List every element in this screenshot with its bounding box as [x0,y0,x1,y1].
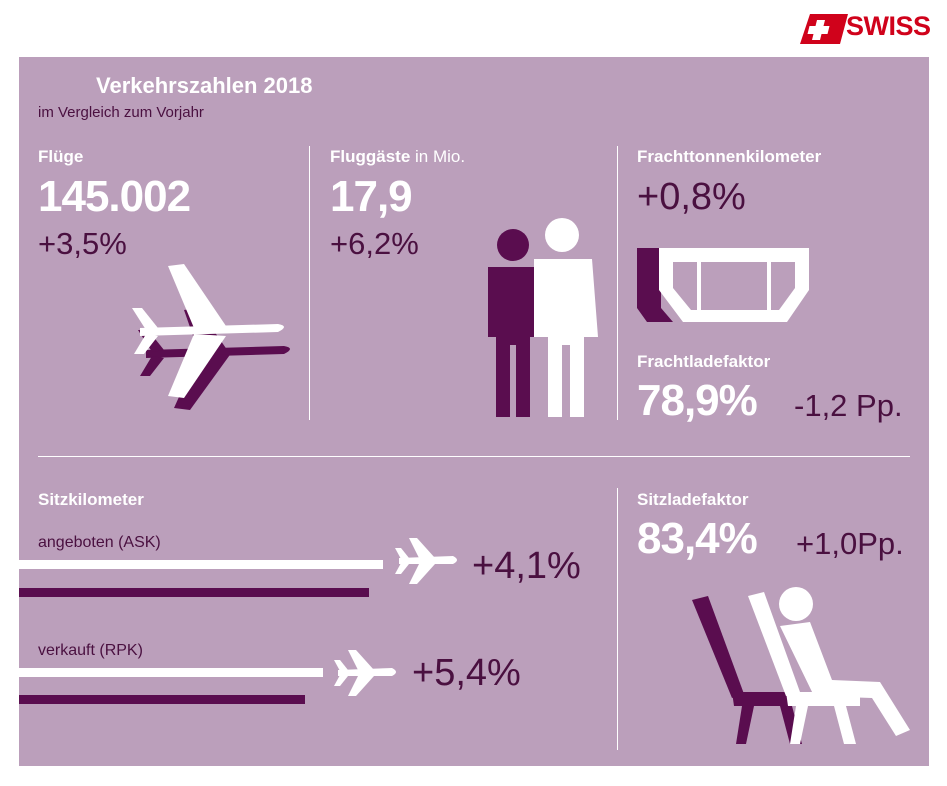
passengers-unit: in Mio. [415,147,466,166]
passengers-label: Fluggäste in Mio. [330,147,465,167]
airplane-icon [132,264,290,410]
rpk-change: +5,4% [412,652,521,694]
brand-name: SWISS [846,11,931,41]
cargo-load-factor-change: -1,2 Pp. [794,388,903,423]
ask-airplane-icon [395,538,457,584]
seat-load-factor-value: 83,4% [637,514,758,563]
flights-label: Flüge [38,147,84,166]
rpk-label: verkauft (RPK) [38,642,143,659]
divider-vertical-3 [617,488,618,750]
divider-vertical-2 [617,146,618,420]
cargo-load-factor-label: Frachtladefaktor [637,352,771,371]
page-title: Verkehrszahlen 2018 [96,73,313,98]
cargo-tkm-change: +0,8% [637,176,746,218]
flights-value: 145.002 [38,172,191,221]
divider-horizontal [38,456,910,457]
swiss-logo [800,14,848,44]
rpk-bar [19,668,323,677]
divider-vertical-1 [309,146,310,420]
rpk-airplane-icon [334,650,396,696]
ask-change: +4,1% [472,545,581,587]
passengers-value: 17,9 [330,172,413,221]
ask-prev-year-bar [19,588,369,597]
passengers-icon [488,218,598,417]
cargo-container-icon [637,248,809,322]
passengers-change: +6,2% [330,226,419,261]
seat-km-label: Sitzkilometer [38,490,144,509]
rpk-prev-year-bar [19,695,305,704]
cargo-tkm-label: Frachttonnenkilometer [637,147,822,166]
seat-load-factor-change: +1,0Pp. [796,526,904,561]
seated-passenger-icon [692,587,910,744]
page-subtitle: im Vergleich zum Vorjahr [38,104,204,121]
cargo-load-factor-value: 78,9% [637,376,758,425]
ask-label: angeboten (ASK) [38,534,161,551]
ask-bar [19,560,383,569]
passengers-label-text: Fluggäste [330,147,411,166]
flights-change: +3,5% [38,226,127,261]
seat-load-factor-label: Sitzladefaktor [637,490,749,509]
